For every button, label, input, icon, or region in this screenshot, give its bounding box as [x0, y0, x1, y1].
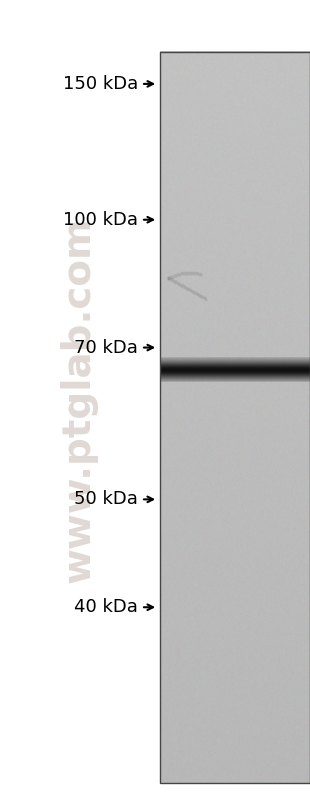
- Bar: [160, 52, 310, 783]
- Text: www.ptglab.com: www.ptglab.com: [60, 217, 98, 582]
- Text: 70 kDa: 70 kDa: [74, 339, 138, 356]
- Text: 50 kDa: 50 kDa: [74, 491, 138, 508]
- Text: 100 kDa: 100 kDa: [63, 211, 138, 229]
- Text: 150 kDa: 150 kDa: [63, 75, 138, 93]
- Text: 40 kDa: 40 kDa: [74, 598, 138, 616]
